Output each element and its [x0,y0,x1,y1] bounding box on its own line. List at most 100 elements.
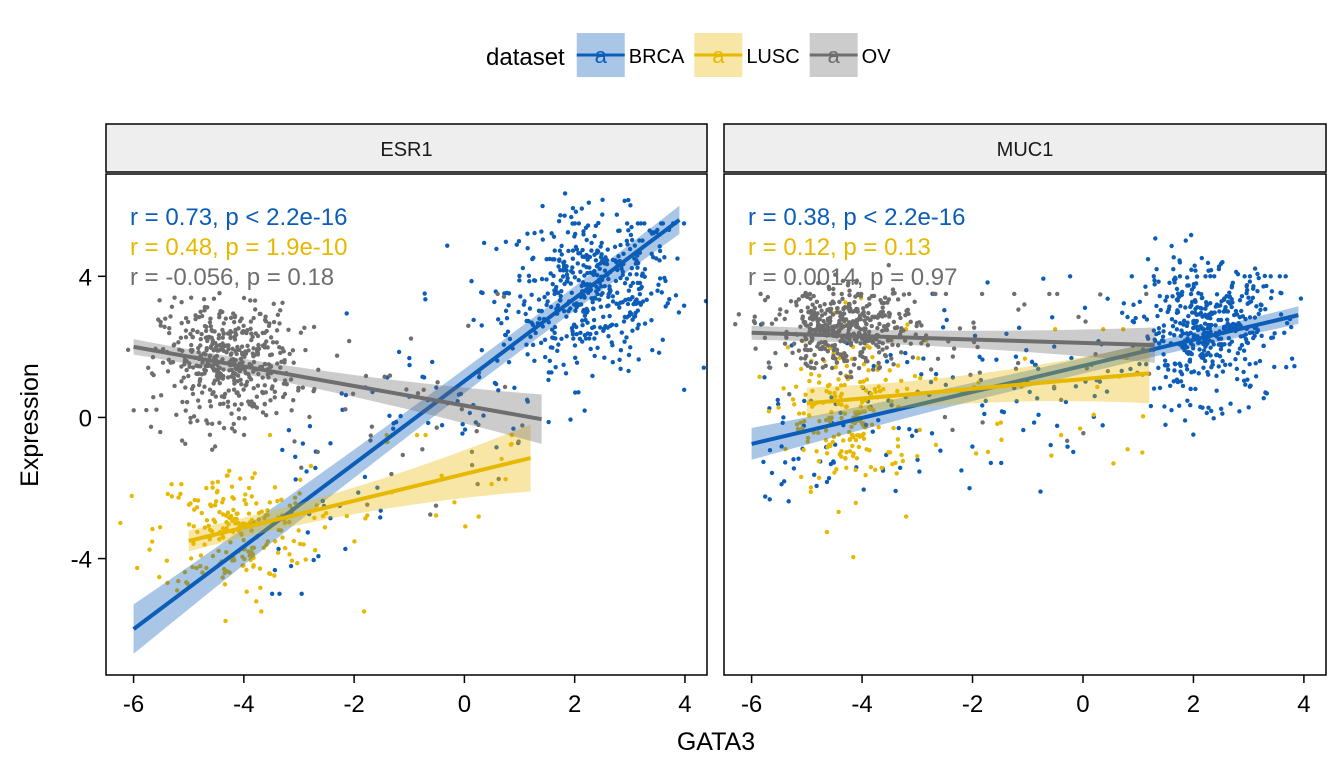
data-point [823,339,828,345]
data-point [573,244,579,250]
data-point [784,335,789,340]
data-point [1048,442,1053,448]
data-point [790,350,795,355]
data-point [864,447,869,452]
data-point [272,573,277,578]
fit-line-lusc [188,456,532,543]
data-point [530,342,536,348]
data-point [798,366,804,372]
data-point [681,303,687,308]
data-point [1227,362,1233,367]
data-point [1252,315,1258,320]
data-point [1130,319,1135,324]
data-point [297,491,302,496]
data-point [860,422,865,427]
data-point [195,529,200,535]
data-point [150,355,156,360]
data-point [572,322,577,327]
data-point [807,378,812,384]
data-point [184,367,189,373]
data-point [259,609,264,614]
data-point [1188,304,1193,310]
data-point [182,362,187,367]
data-point [600,197,605,203]
data-point [101,354,105,358]
data-point [1212,310,1217,315]
data-point [836,328,842,333]
data-point [825,343,831,348]
data-point [1241,348,1247,353]
data-point [1216,342,1222,347]
data-point [598,244,603,249]
data-point [594,330,599,336]
data-point [274,328,280,333]
data-point [814,360,819,366]
data-point [1156,365,1161,371]
data-point [606,303,611,308]
data-point [547,358,553,364]
data-point [1218,347,1224,352]
data-point [299,591,304,597]
data-point [278,350,283,356]
data-point [595,345,600,350]
data-point [504,315,510,321]
data-point [236,520,241,526]
data-point [856,365,862,371]
data-point [912,299,917,305]
data-point [625,242,630,247]
data-point [598,304,604,310]
data-point [526,273,532,279]
data-point [1189,267,1194,272]
data-point [647,228,652,233]
data-point [227,468,232,474]
data-point [527,306,533,311]
data-point [1163,298,1168,303]
data-point [839,323,845,329]
data-point [614,301,619,306]
data-point [1214,388,1219,393]
data-point [501,342,507,347]
data-point [205,335,210,340]
data-point [311,557,316,563]
data-point [824,388,829,394]
data-point [889,402,894,408]
data-point [190,391,196,397]
data-point [622,314,628,320]
data-point [950,427,955,433]
data-point [1038,489,1043,494]
data-point [877,365,883,370]
data-point [944,317,949,323]
data-point [174,588,180,593]
data-point [607,284,612,289]
data-point [221,321,226,326]
data-point [701,365,707,370]
data-point [1169,316,1175,322]
facet-strip [723,123,1327,173]
data-point [1137,361,1142,367]
data-point [404,387,409,392]
data-point [1143,284,1148,289]
data-point [656,350,662,355]
data-point [179,299,184,305]
data-point [620,272,625,278]
data-point [1229,285,1234,290]
data-point [637,292,643,297]
data-point [610,359,615,365]
data-point [154,407,159,412]
data-point [832,390,837,396]
data-point [256,517,261,522]
data-point [864,377,870,382]
data-point [1097,379,1103,384]
data-point [1156,341,1162,346]
data-point [1144,291,1149,297]
data-point [189,342,194,348]
data-point [1210,339,1215,345]
data-point [1184,367,1190,372]
data-point [183,385,188,390]
data-point [972,333,978,338]
data-point [439,473,444,478]
data-point [293,477,298,482]
data-point [542,337,548,342]
data-point [798,474,804,480]
data-point [629,265,635,271]
